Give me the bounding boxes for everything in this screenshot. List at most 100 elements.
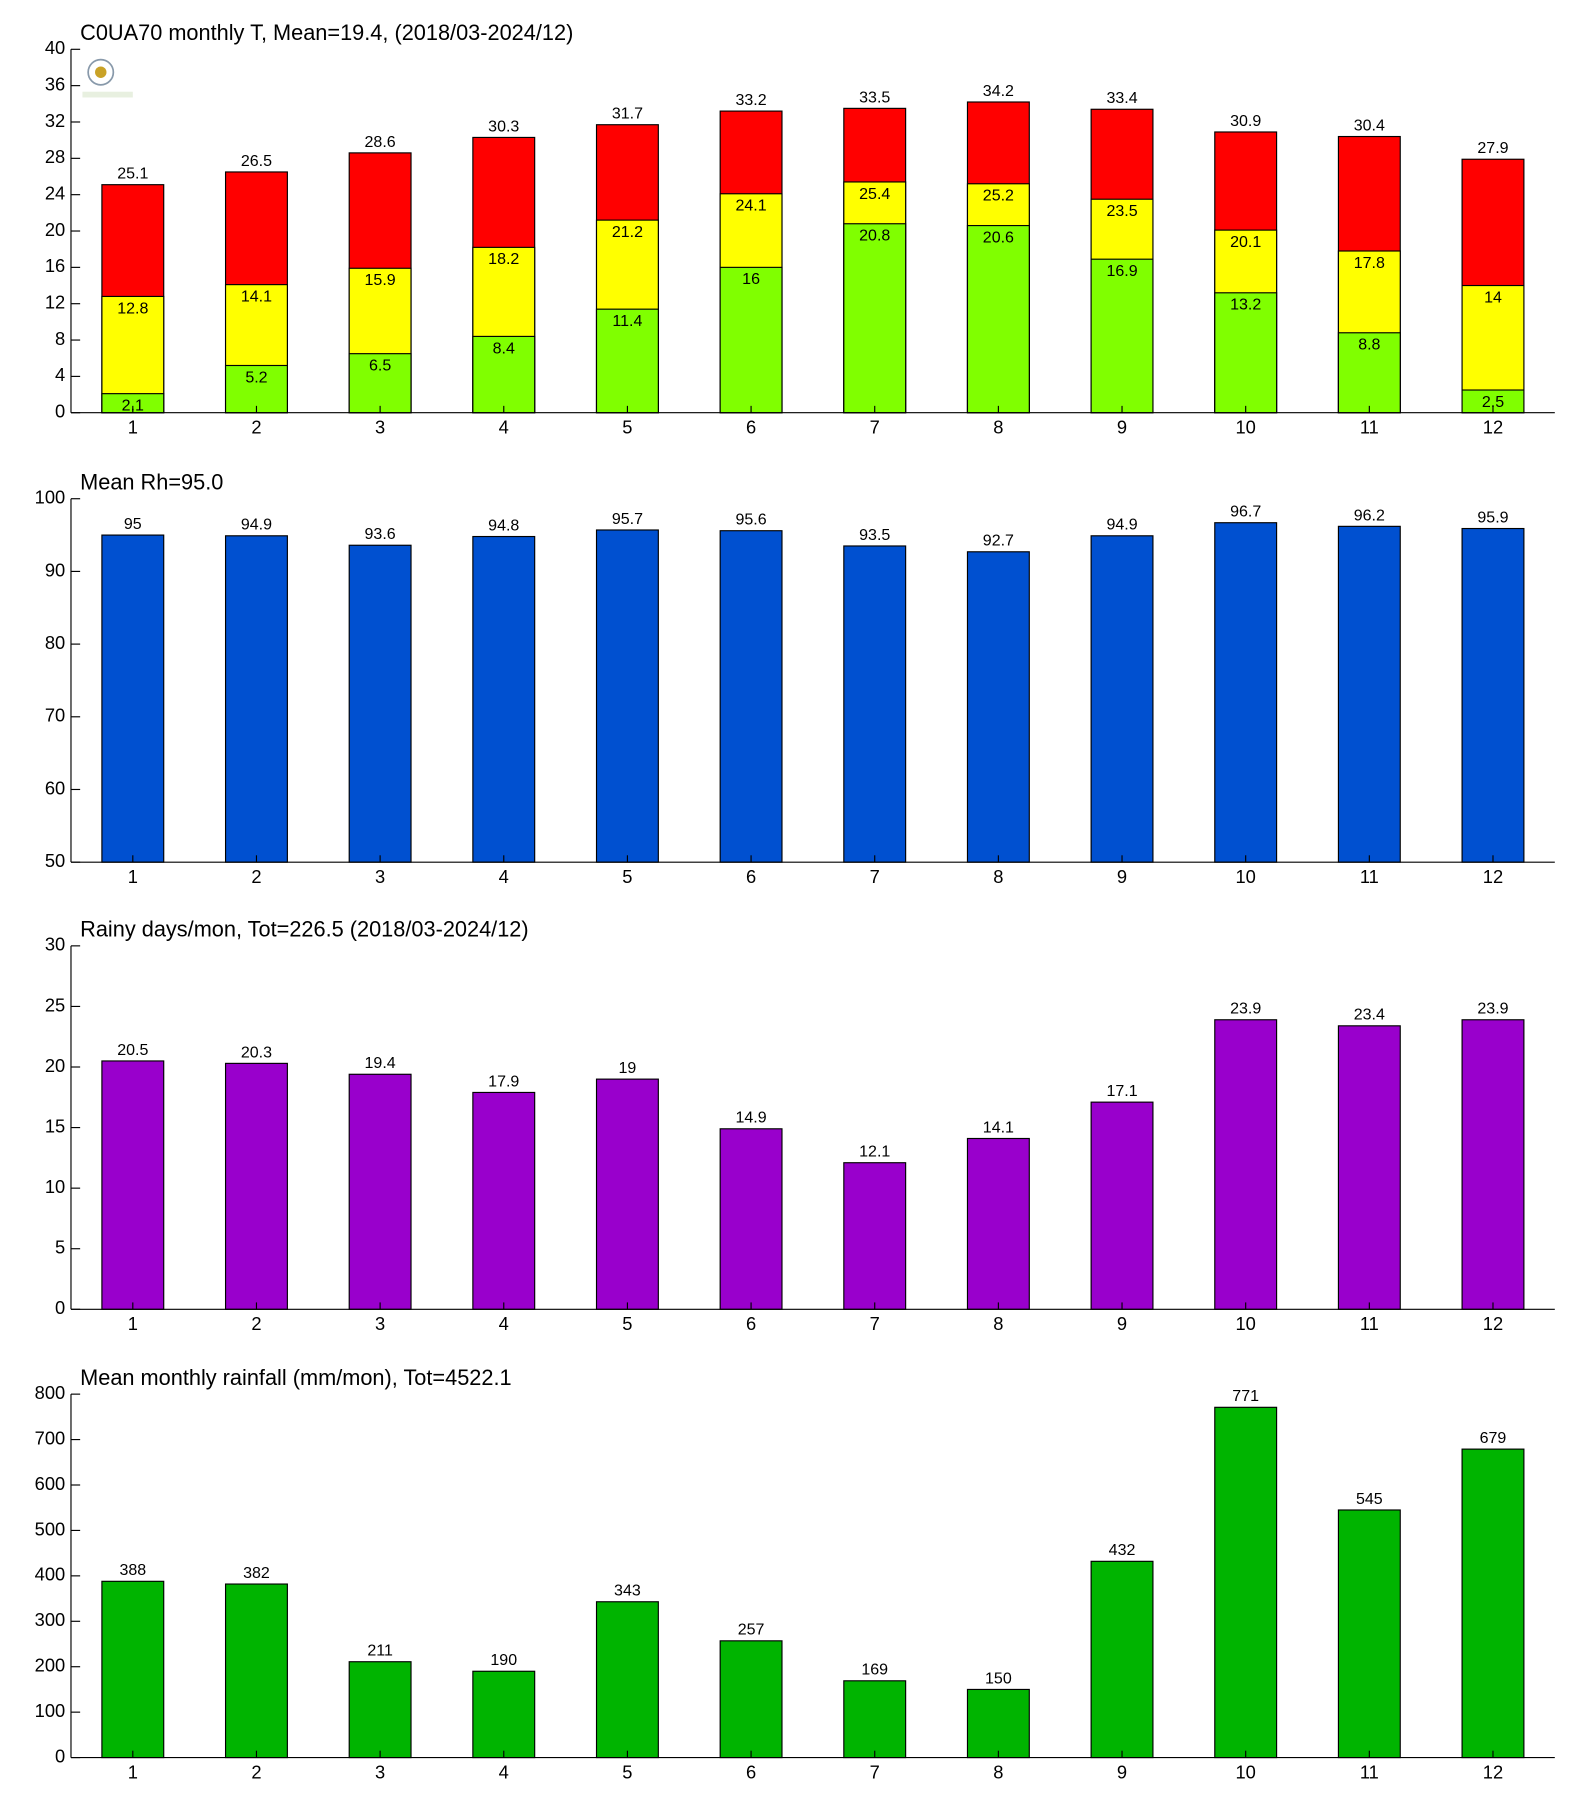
x-tick-label: 11 [1360, 1761, 1379, 1782]
value-label: 30.3 [488, 117, 519, 135]
chart-title: Rainy days/mon, Tot=226.5 (2018/03-2024/… [80, 917, 528, 942]
value-label: 545 [1356, 1490, 1383, 1508]
y-tick-label: 20 [45, 219, 65, 240]
y-tick-label: 0 [55, 1297, 65, 1318]
y-tick-label: 300 [35, 1609, 66, 1630]
x-tick-label: 4 [499, 1761, 509, 1782]
x-tick-label: 11 [1360, 866, 1379, 887]
y-tick-label: 16 [45, 255, 65, 276]
bar [224, 1062, 288, 1310]
value-label: 33.5 [859, 88, 890, 106]
bar [719, 1640, 783, 1759]
y-tick-label: 70 [45, 705, 65, 726]
value-label: 25.2 [983, 187, 1014, 205]
bar [1461, 1019, 1525, 1310]
value-label: 16.9 [1106, 262, 1137, 280]
x-tick-label: 9 [1117, 866, 1127, 887]
y-tick-label: 28 [45, 146, 65, 167]
value-label: 25.1 [117, 165, 148, 183]
value-label: 95.9 [1477, 508, 1508, 526]
bar [843, 1680, 907, 1759]
chart-title: Mean Rh=95.0 [80, 470, 223, 495]
y-tick-label: 500 [35, 1518, 66, 1539]
x-tick-label: 3 [375, 1761, 385, 1782]
value-label: 33.4 [1106, 89, 1137, 107]
value-label: 388 [119, 1561, 146, 1579]
y-tick-label: 12 [45, 292, 65, 313]
x-tick-label: 8 [993, 1761, 1003, 1782]
value-label: 190 [490, 1651, 517, 1669]
x-tick-label: 1 [128, 1313, 138, 1334]
y-tick-label: 50 [45, 850, 65, 871]
x-tick-label: 5 [622, 1761, 632, 1782]
x-tick-label: 9 [1117, 1313, 1127, 1334]
value-label: 30.4 [1354, 116, 1385, 134]
value-label: 95.7 [612, 510, 643, 528]
bar [348, 544, 412, 863]
bar [472, 1091, 536, 1310]
bar [595, 529, 659, 863]
value-label: 14.1 [241, 287, 272, 305]
x-tick-label: 5 [622, 866, 632, 887]
x-tick-label: 9 [1117, 1761, 1127, 1782]
x-tick-label: 5 [622, 417, 632, 438]
value-label: 19.4 [365, 1054, 396, 1072]
value-label: 17.8 [1354, 254, 1385, 272]
x-tick-label: 11 [1360, 1313, 1379, 1334]
x-tick-label: 2 [251, 866, 261, 887]
bar [1337, 525, 1401, 863]
y-tick-label: 90 [45, 559, 65, 580]
bar [224, 1583, 288, 1759]
value-label: 771 [1232, 1387, 1259, 1405]
x-tick-label: 6 [746, 417, 756, 438]
logo [82, 58, 133, 98]
value-label: 20.5 [117, 1041, 148, 1059]
y-tick-label: 40 [45, 37, 65, 58]
value-label: 20.1 [1230, 233, 1261, 251]
x-tick-label: 7 [870, 417, 880, 438]
x-tick-label: 3 [375, 417, 385, 438]
value-label: 382 [243, 1564, 270, 1582]
value-label: 12.1 [859, 1143, 890, 1161]
value-label: 92.7 [983, 532, 1014, 550]
value-label: 15.9 [365, 271, 396, 289]
x-tick-label: 4 [499, 417, 509, 438]
bar [1214, 292, 1278, 414]
value-label: 24.1 [735, 197, 766, 215]
value-label: 343 [614, 1582, 641, 1600]
y-tick-label: 30 [45, 934, 65, 955]
y-tick-label: 0 [55, 1745, 65, 1766]
bar [595, 1078, 659, 1310]
y-tick-label: 700 [35, 1427, 66, 1448]
x-tick-label: 6 [746, 1761, 756, 1782]
y-tick-label: 4 [55, 364, 65, 385]
x-tick-label: 2 [251, 1761, 261, 1782]
value-label: 13.2 [1230, 296, 1261, 314]
bar [1214, 1406, 1278, 1759]
y-tick-label: 100 [35, 1700, 66, 1721]
value-label: 96.2 [1354, 506, 1385, 524]
value-label: 94.9 [1106, 516, 1137, 534]
x-tick-label: 12 [1483, 417, 1503, 438]
value-label: 14 [1484, 288, 1502, 306]
bar [224, 364, 288, 414]
x-tick-label: 7 [870, 866, 880, 887]
bar [1214, 522, 1278, 863]
value-label: 26.5 [241, 152, 272, 170]
value-label: 16 [742, 270, 760, 288]
bar [1461, 1448, 1525, 1759]
chart-title: Mean monthly rainfall (mm/mon), Tot=4522… [80, 1365, 511, 1390]
x-tick-label: 10 [1235, 417, 1255, 438]
bar [595, 308, 659, 414]
x-tick-label: 8 [993, 1313, 1003, 1334]
value-label: 19 [619, 1059, 637, 1077]
value-label: 23.9 [1477, 1000, 1508, 1018]
value-label: 169 [861, 1661, 888, 1679]
value-label: 211 [367, 1642, 393, 1660]
value-label: 17.1 [1106, 1082, 1137, 1100]
x-tick-label: 7 [870, 1313, 880, 1334]
bar [843, 545, 907, 863]
bar [1090, 1101, 1154, 1310]
value-label: 23.9 [1230, 1000, 1261, 1018]
